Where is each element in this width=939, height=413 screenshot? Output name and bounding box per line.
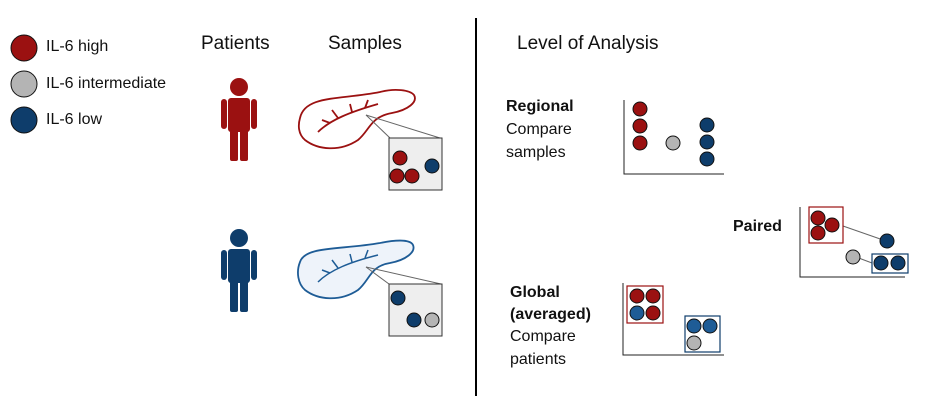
header-level-of-analysis: Level of Analysis: [517, 33, 659, 54]
paired-plot: [799, 206, 909, 278]
legend-label-low: IL-6 low: [46, 111, 103, 128]
legend-label-intermediate: IL-6 intermediate: [46, 75, 167, 92]
regional-plot: [623, 100, 724, 175]
legend-high-dot: [10, 34, 38, 62]
global-title: Global: [510, 284, 560, 301]
paired-title: Paired: [733, 218, 782, 235]
legend-intermediate-dot: [10, 70, 38, 98]
zoom-line-low-2: [365, 266, 442, 285]
pancreas-sample-high: [297, 88, 416, 150]
patient-figure-high: [221, 78, 257, 161]
global-line1: Compare: [510, 328, 576, 345]
global-plot: [622, 283, 724, 356]
zoom-line-high-2: [365, 114, 441, 139]
regional-line1: Compare: [506, 121, 572, 138]
pancreas-sample-low: [297, 239, 415, 300]
zoom-line-high-1: [365, 114, 391, 139]
regional-line2: samples: [506, 144, 566, 161]
legend-label-high: IL-6 high: [46, 38, 109, 55]
section-divider: [475, 18, 477, 396]
regional-title: Regional: [506, 98, 574, 115]
legend-low-dot: [10, 106, 38, 134]
patient-figure-low: [221, 229, 257, 312]
global-line2: patients: [510, 351, 567, 368]
header-patients: Patients: [201, 33, 270, 54]
global-title-averaged: (averaged): [510, 306, 591, 323]
header-samples: Samples: [328, 33, 402, 54]
zoom-line-low-1: [365, 266, 390, 285]
